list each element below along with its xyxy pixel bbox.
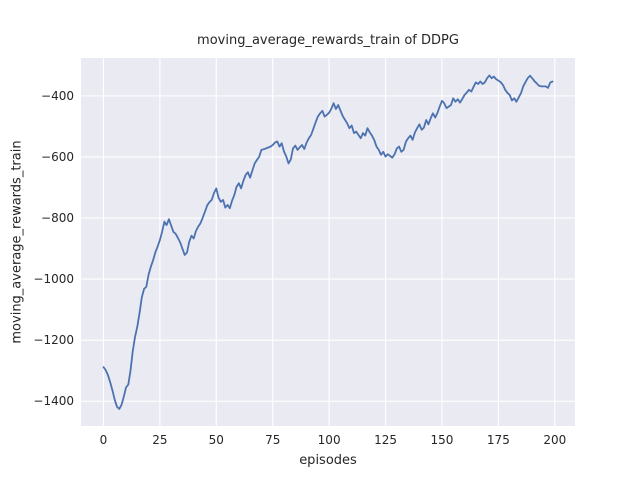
y-tick-label: −1200	[33, 333, 74, 348]
x-tick-label: 125	[374, 433, 397, 447]
x-tick-label: 25	[152, 433, 168, 447]
x-tick-label: 150	[430, 433, 454, 447]
x-tick-label: 75	[265, 433, 281, 447]
x-tick-label: 0	[99, 433, 108, 447]
y-tick-label: −800	[41, 211, 74, 226]
x-tick-label: 50	[208, 433, 224, 447]
y-tick-label: −1000	[33, 272, 74, 287]
plot-area	[81, 58, 575, 426]
x-tick-label: 200	[543, 433, 567, 447]
x-tick-label: 175	[486, 433, 510, 447]
line-series	[102, 74, 554, 410]
y-tick-label: −400	[41, 88, 74, 103]
y-axis-label: moving_average_rewards_train	[9, 140, 25, 344]
plot-canvas	[81, 58, 575, 426]
x-axis-label: episodes	[299, 453, 357, 468]
y-tick-label: −600	[41, 149, 74, 164]
gridlines	[81, 58, 575, 426]
x-tick-label: 100	[317, 433, 341, 447]
y-tick-label: −1400	[33, 394, 74, 409]
chart-title: moving_average_rewards_train of DDPG	[197, 33, 459, 48]
line-series-group	[102, 74, 554, 410]
